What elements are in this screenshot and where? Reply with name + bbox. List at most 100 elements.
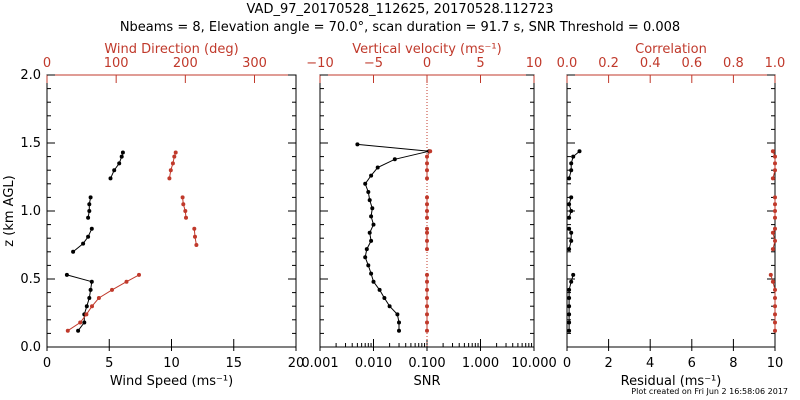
panel-3-bottom-tick-label: 0: [563, 356, 571, 371]
panel-3-frame: [566, 74, 776, 348]
panel-2-series-4-point: [425, 202, 429, 207]
y-tick-label: 0.5: [20, 272, 41, 287]
panel-1-series-5-point: [137, 272, 141, 277]
panel-2-series-1-point: [377, 287, 382, 292]
y-tick-label: 2.0: [20, 68, 41, 83]
panel-3-series-6-line: [772, 228, 776, 250]
panel-2-series-1-point: [387, 304, 392, 309]
panel-3-top-tick-label: 0.6: [681, 56, 702, 71]
panel-1-series-5-point: [78, 320, 83, 325]
panel-1-series-8-point: [167, 176, 172, 181]
panel-2-series-1-point: [364, 247, 369, 252]
panel-2-series-1-point: [363, 255, 368, 260]
panel-1-series-8-point: [168, 168, 173, 173]
panel-2-top-tick-label: 5: [476, 56, 484, 71]
panel-3-series-2-point: [567, 247, 572, 252]
panel-3-series-1-point: [567, 328, 572, 333]
panel-2-series-1-point: [397, 328, 401, 333]
panel-1-series-6-point: [194, 243, 199, 247]
panel-2-top-tick-label: 10: [526, 56, 543, 71]
panel-2-series-1-point: [369, 173, 374, 178]
panel-2-top-axis-label: Vertical velocity (ms⁻¹): [352, 42, 501, 57]
panel-2-series-1-point: [369, 271, 374, 276]
panel-2-bottom-tick-label: 10.000: [511, 356, 557, 371]
plot-timestamp: Plot created on Fri Jun 2 16:58:06 2017: [631, 387, 788, 396]
panel-2-bottom-axis-label: SNR: [413, 374, 440, 389]
panel-2-series-1-point: [395, 312, 400, 317]
panel-3-series-7-point: [773, 202, 777, 207]
panel-2-series-1-point: [371, 222, 376, 227]
panel-3-series-5-point: [773, 304, 777, 309]
panel-3-series-5-point: [773, 287, 777, 292]
panel-2-series-1-point: [363, 181, 368, 186]
panel-3-series-5-point: [773, 312, 777, 317]
panel-3-series-1-point: [567, 287, 572, 292]
panel-3-series-6-point: [773, 226, 777, 231]
panel-2-bottom-tick-label: 0.100: [408, 356, 445, 371]
panel-3-series-2-point: [569, 230, 574, 235]
panel-3-top-tick-label: 0.0: [557, 56, 578, 71]
panel-2-series-2-point: [425, 320, 429, 325]
panel-1-top-axis-label: Wind Direction (deg): [104, 42, 238, 57]
panel-3-series-8-point: [770, 176, 775, 181]
y-tick-label: 1.5: [20, 136, 41, 151]
panel-1-series-2-point: [81, 241, 86, 246]
panel-1-bottom-tick-label: 0: [43, 356, 51, 371]
panel-3-series-5-point: [768, 272, 773, 277]
chart-title: VAD_97_20170528_112625, 20170528.112723: [246, 2, 554, 17]
panel-2-series-1-point: [397, 320, 401, 325]
panel-3-series-4-point: [569, 168, 574, 173]
panel-1-series-5-point: [90, 304, 94, 309]
panel-2-series-1-point: [392, 157, 397, 162]
panel-2-series-1-line: [357, 143, 430, 331]
panel-1-series-7-point: [180, 195, 185, 200]
panel-2-series-1-point: [355, 142, 360, 147]
panel-1-series-2-line: [72, 228, 93, 253]
y-tick-label: 0.0: [20, 340, 41, 355]
panel-2-series-1-point: [367, 230, 372, 235]
panel-2-series-3-point: [425, 230, 429, 235]
panel-2-bottom-tick-label: 0.010: [355, 356, 392, 371]
panel-3-series-4-point: [567, 176, 572, 181]
panel-1-series-1-point: [64, 272, 69, 277]
panel-3-series-1-point: [567, 296, 572, 300]
panel-1-series-7-line: [182, 197, 187, 218]
panel-1-series-2-point: [89, 226, 94, 231]
panel-2-bottom-tick-label: 0.001: [301, 356, 338, 371]
panel-1-bottom-axis-label: Wind Speed (ms⁻¹): [110, 374, 233, 389]
panel-1-series-1-point: [76, 328, 81, 333]
panel-2-series-2-point: [425, 312, 429, 317]
panel-3-series-8-point: [773, 168, 777, 173]
panel-1-series-5-point: [124, 279, 129, 284]
panel-1-series-6-point: [192, 226, 197, 231]
panel-2-series-1-point: [371, 279, 376, 284]
panel-2-series-1-point: [366, 263, 371, 268]
panel-3-series-8-point: [773, 154, 777, 159]
panel-1-series-8-point: [173, 150, 178, 155]
panel-3-top-tick-label: 0.8: [723, 56, 744, 71]
panel-3-bottom-axis-label: Residual (ms⁻¹): [621, 374, 722, 389]
panel-2-series-5-point: [425, 154, 429, 159]
panel-2-series-1-point: [375, 165, 380, 170]
panel-3-top-axis-label: Correlation: [635, 42, 707, 57]
panel-1-series-3-point: [87, 209, 92, 213]
panel-1-bottom-tick-label: 20: [288, 356, 305, 371]
panel-1-series-5-point: [96, 296, 101, 300]
panel-1-series-4-point: [112, 168, 117, 173]
panel-3-series-8-point: [770, 149, 775, 154]
y-tick-label: 1.0: [20, 204, 41, 219]
panel-1-bottom-tick-label: 10: [163, 356, 180, 371]
panel-1-series-3-point: [86, 215, 91, 220]
panel-3-series-1-point: [569, 279, 574, 284]
panel-1-bottom-tick-label: 5: [105, 356, 113, 371]
panel-1-bottom-tick-label: 15: [225, 356, 242, 371]
panel-3-series-2-point: [567, 226, 572, 231]
panel-3-series-1-point: [567, 320, 572, 325]
panel-2-series-2-point: [425, 328, 429, 333]
panel-2-top-tick-label: −5: [364, 56, 383, 71]
panel-1-series-7-point: [183, 209, 188, 213]
panel-2-series-5-point: [425, 168, 429, 173]
panel-3-bottom-tick-label: 8: [729, 356, 737, 371]
panel-2-series-1-point: [369, 214, 374, 219]
